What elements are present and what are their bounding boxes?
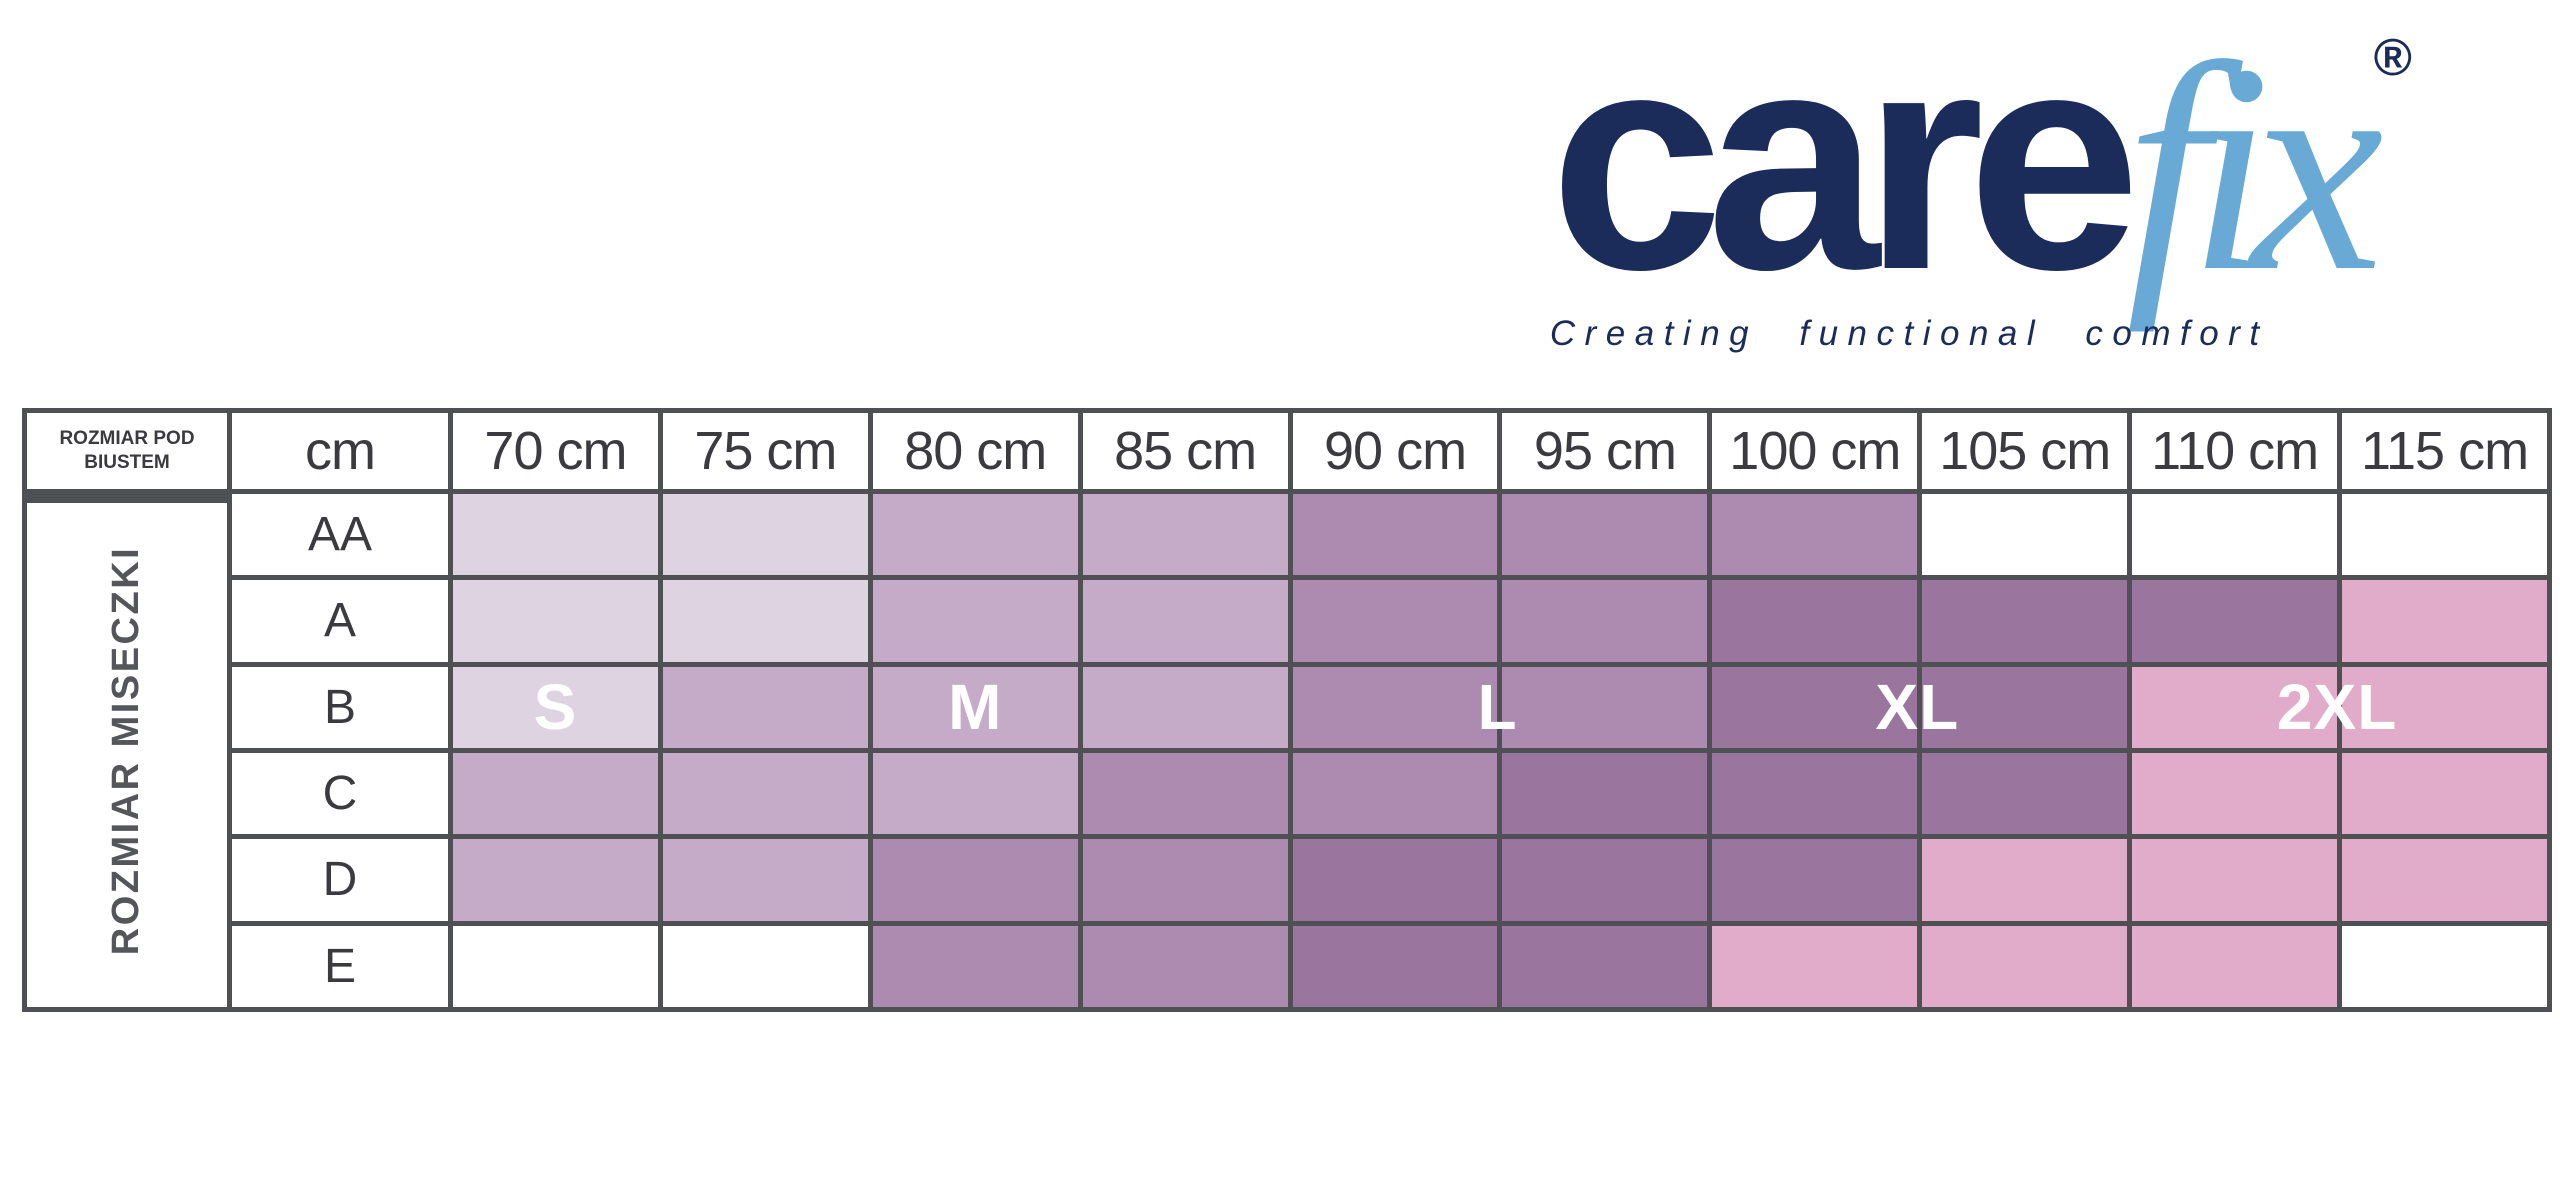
row-label-C: C: [232, 753, 448, 835]
size-cell-E-105cm: [1922, 925, 2128, 1007]
size-cell-E-110cm: [2132, 925, 2338, 1007]
corner-header-underbust: ROZMIAR POD BIUSTEM: [27, 413, 227, 489]
size-cell-A-105cm: [1922, 580, 2128, 662]
size-cell-AA-115cm: [2342, 494, 2547, 576]
size-cell-E-70cm: [453, 925, 658, 1007]
size-cell-C-95cm: [1502, 753, 1708, 835]
size-cell-C-115cm: [2342, 753, 2547, 835]
size-group-label-M: M: [948, 671, 1003, 744]
size-cell-AA-110cm: [2132, 494, 2338, 576]
size-cell-B-70cm: S: [453, 666, 658, 748]
size-cell-D-100cm: [1712, 839, 1918, 921]
size-cell-AA-105cm: [1922, 494, 2128, 576]
column-header-90-cm: 90 cm: [1292, 413, 1498, 489]
size-cell-D-95cm: [1502, 839, 1708, 921]
logo-fix-text: fix: [2125, 3, 2384, 333]
size-cell-C-105cm: [1922, 753, 2128, 835]
brand-tagline: Creating functional comfort: [1549, 314, 2269, 353]
size-cell-A-70cm: [453, 580, 658, 662]
size-cell-AA-70cm: [453, 494, 658, 576]
corner-header-label: ROZMIAR POD BIUSTEM: [59, 428, 195, 473]
brand-logo: care fix ® Creating functional comfort: [1549, 5, 2412, 354]
size-cell-B-80cm: M: [872, 666, 1078, 748]
size-cell-E-100cm: [1712, 925, 1918, 1007]
unit-header: cm: [232, 413, 448, 489]
size-cell-A-75cm: [662, 580, 868, 662]
size-cell-A-100cm: [1712, 580, 1918, 662]
size-cell-AA-90cm: [1292, 494, 1498, 576]
row-label-A: A: [232, 580, 448, 662]
row-label-B: B: [232, 666, 448, 748]
size-cell-A-80cm: [872, 580, 1078, 662]
column-header-95-cm: 95 cm: [1502, 413, 1708, 489]
size-chart-table: ROZMIAR POD BIUSTEM cm ROZMIAR MISECZKI …: [22, 408, 2552, 1012]
size-cell-AA-85cm: [1082, 494, 1288, 576]
size-cell-C-85cm: [1082, 753, 1288, 835]
size-cell-A-90cm: [1292, 580, 1498, 662]
column-header-110-cm: 110 cm: [2132, 413, 2338, 489]
size-cell-A-115cm: [2342, 580, 2547, 662]
logo-care-text: care: [1549, 0, 2141, 335]
column-header-80-cm: 80 cm: [872, 413, 1078, 489]
column-header-75-cm: 75 cm: [662, 413, 868, 489]
size-cell-C-90cm: [1292, 753, 1498, 835]
size-cell-E-115cm: [2342, 925, 2547, 1007]
size-cell-D-85cm: [1082, 839, 1288, 921]
brand-logo-wordmark: care fix ®: [1550, 5, 2412, 317]
size-cell-D-90cm: [1292, 839, 1498, 921]
column-header-70-cm: 70 cm: [453, 413, 658, 489]
size-cell-AA-75cm: [662, 494, 868, 576]
size-cell-E-95cm: [1502, 925, 1708, 1007]
size-group-label-S: S: [533, 671, 578, 744]
size-cell-D-80cm: [872, 839, 1078, 921]
size-cell-E-80cm: [872, 925, 1078, 1007]
size-cell-AA-100cm: [1712, 494, 1918, 576]
size-cell-B-115cm: [2342, 666, 2547, 748]
row-label-E: E: [232, 925, 448, 1007]
row-label-D: D: [232, 839, 448, 921]
cup-size-axis-label: ROZMIAR MISECZKI: [105, 545, 148, 956]
size-cell-D-115cm: [2342, 839, 2547, 921]
column-header-115-cm: 115 cm: [2342, 413, 2547, 489]
size-cell-D-105cm: [1922, 839, 2128, 921]
size-cell-E-90cm: [1292, 925, 1498, 1007]
size-cell-C-110cm: [2132, 753, 2338, 835]
column-header-85-cm: 85 cm: [1082, 413, 1288, 489]
size-cell-D-75cm: [662, 839, 868, 921]
size-cell-A-95cm: [1502, 580, 1708, 662]
size-cell-D-70cm: [453, 839, 658, 921]
size-cell-C-75cm: [662, 753, 868, 835]
size-cell-A-85cm: [1082, 580, 1288, 662]
registered-trademark-icon: ®: [2373, 29, 2412, 87]
column-header-100-cm: 100 cm: [1712, 413, 1918, 489]
size-cell-B-90cm: L: [1292, 666, 1517, 748]
size-cell-C-70cm: [453, 753, 658, 835]
size-cell-B-85cm: [1082, 666, 1288, 748]
row-label-AA: AA: [232, 494, 448, 576]
size-cell-D-110cm: [2132, 839, 2338, 921]
size-cell-E-85cm: [1082, 925, 1288, 1007]
size-cell-B-105cm: [1922, 666, 2128, 748]
column-header-105-cm: 105 cm: [1922, 413, 2128, 489]
size-cell-B-75cm: [662, 666, 868, 748]
size-cell-B-110cm: 2XL: [2132, 666, 2396, 748]
size-group-label-XL: XL: [1875, 671, 1960, 744]
size-group-label-2XL: 2XL: [2276, 671, 2398, 744]
size-cell-B-100cm: XL: [1712, 666, 1958, 748]
size-cell-AA-95cm: [1502, 494, 1708, 576]
size-cell-C-80cm: [872, 753, 1078, 835]
size-cell-B-95cm: [1502, 666, 1708, 748]
size-cell-A-110cm: [2132, 580, 2338, 662]
size-group-label-L: L: [1477, 671, 1518, 744]
cup-size-axis: ROZMIAR MISECZKI: [22, 494, 232, 1007]
size-cell-E-75cm: [662, 925, 868, 1007]
size-cell-C-100cm: [1712, 753, 1918, 835]
size-cell-AA-80cm: [872, 494, 1078, 576]
